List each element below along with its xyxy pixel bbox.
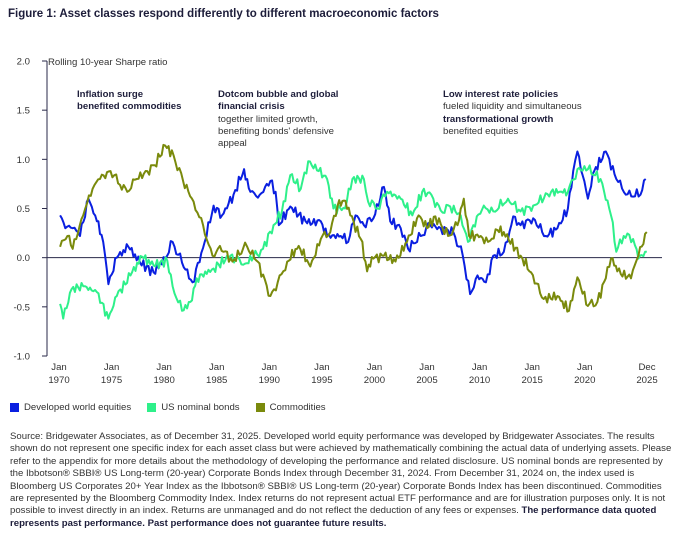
annotation-low-rates-title: Low interest rate policies (443, 89, 559, 100)
x-tick-label-month: Jan (156, 362, 171, 373)
x-tick-label-month: Jan (472, 362, 487, 373)
x-tick-label-year: 2010 (469, 375, 490, 386)
legend-swatch (147, 403, 157, 412)
y-tick-label: 2.0 (17, 57, 30, 68)
y-tick-label: 0.0 (17, 253, 30, 264)
x-tick-label-month: Jan (419, 362, 434, 373)
annotation-inflation: Inflation surge benefited commodities (77, 89, 187, 114)
legend-swatch (10, 403, 19, 412)
series-line-commodities (59, 143, 648, 313)
x-tick-label-year: 2005 (416, 375, 437, 386)
annotation-dotcom-title: Dotcom bubble and global financial crisi… (218, 89, 339, 113)
source-note: Source: Bridgewater Associates, as of De… (10, 431, 678, 530)
series-line-us-nominal-bonds (59, 160, 647, 320)
source-text: Source: Bridgewater Associates, as of De… (10, 431, 672, 517)
legend: Developed world equities US nominal bond… (10, 402, 326, 413)
y-axis-label: Rolling 10-year Sharpe ratio (48, 57, 167, 68)
x-tick-label-month: Jan (314, 362, 329, 373)
x-tick-label-month: Jan (51, 362, 66, 373)
x-tick-label-year: 2025 (636, 375, 657, 386)
legend-label: Developed world equities (24, 402, 132, 413)
x-tick-label-month: Jan (367, 362, 382, 373)
x-tick-label-year: 1995 (311, 375, 332, 386)
legend-item-bonds: US nominal bonds (147, 402, 240, 413)
x-tick-label-month: Jan (577, 362, 592, 373)
annotation-low-rates: Low interest rate policies fueled liquid… (443, 89, 593, 138)
legend-item-commodities: Commodities (255, 402, 326, 413)
x-tick-label-month: Jan (524, 362, 539, 373)
annotation-inflation-title: Inflation surge benefited commodities (77, 89, 182, 113)
source-disclaimer: The performance data quoted represents p… (10, 505, 657, 529)
y-tick-label: 1.0 (17, 155, 30, 166)
annotation-dotcom: Dotcom bubble and global financial crisi… (218, 89, 346, 150)
x-tick-label-year: 2000 (364, 375, 385, 386)
annotation-low-rates-text: fueled liquidity and simultaneous (443, 101, 582, 113)
line-chart: 2.0 1.5 1.0 0.5 0.0 -0.5 -1.0 Jan 1970 Jan 1975 Jan… (13, 57, 662, 386)
x-tick-label-year: 1985 (206, 375, 227, 386)
x-tick-label-year: 1990 (259, 375, 280, 386)
y-tick-label: -0.5 (13, 302, 30, 313)
x-tick-label-month: Jan (104, 362, 119, 373)
legend-swatch (255, 403, 265, 412)
series-line-developed-world-equities (59, 150, 647, 296)
annotation-low-rates-bold: transformational growth (443, 113, 554, 125)
y-tick-label: 0.5 (17, 204, 30, 215)
x-tick-label-month: Dec (638, 362, 655, 373)
x-tick-label-year: 2015 (522, 375, 543, 386)
legend-label: US nominal bonds (161, 402, 240, 413)
x-tick-label-year: 1970 (48, 375, 69, 386)
annotation-low-rates-text2: benefited equities (443, 125, 519, 137)
y-tick-label: 1.5 (17, 106, 30, 117)
x-tick-label-year: 1980 (153, 375, 174, 386)
figure-title: Figure 1: Asset classes respond differen… (8, 8, 439, 20)
x-tick-label-year: 2020 (574, 375, 595, 386)
legend-label: Commodities (269, 402, 326, 413)
x-tick-label-month: Jan (209, 362, 224, 373)
y-tick-label: -1.0 (13, 352, 30, 363)
x-tick-label-year: 1975 (101, 375, 122, 386)
x-tick-label-month: Jan (262, 362, 277, 373)
legend-item-equities: Developed world equities (10, 402, 131, 413)
annotation-dotcom-text: together limited growth, benefiting bond… (218, 113, 334, 150)
